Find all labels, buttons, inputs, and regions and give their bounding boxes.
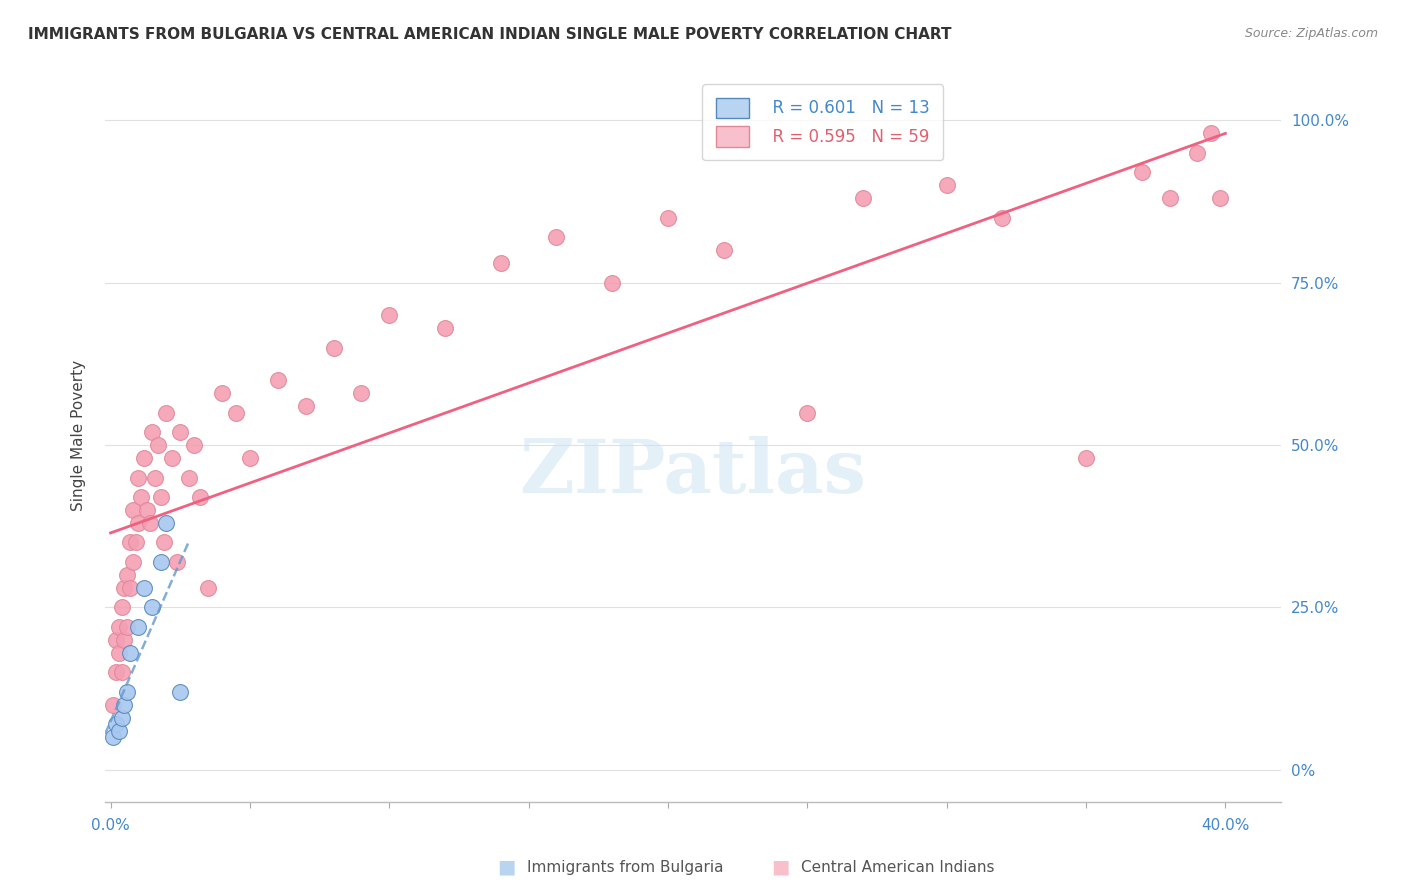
Point: [143, 470, 166, 484]
Point: [127, 516, 149, 530]
Point: [267, 373, 290, 387]
Point: [141, 425, 163, 439]
Point: [105, 665, 128, 680]
Point: [991, 211, 1014, 225]
Text: 0.0%: 0.0%: [91, 819, 129, 833]
Text: IMMIGRANTS FROM BULGARIA VS CENTRAL AMERICAN INDIAN SINGLE MALE POVERTY CORRELAT: IMMIGRANTS FROM BULGARIA VS CENTRAL AMER…: [28, 27, 952, 42]
Point: [132, 581, 155, 595]
Point: [155, 406, 177, 420]
Point: [135, 503, 157, 517]
Point: [117, 685, 139, 699]
Point: [1209, 191, 1232, 205]
Point: [120, 646, 142, 660]
Point: [141, 600, 163, 615]
Point: [114, 581, 136, 595]
Point: [434, 321, 457, 335]
Point: [105, 632, 128, 647]
Legend:   R = 0.601   N = 13,   R = 0.595   N = 59: R = 0.601 N = 13, R = 0.595 N = 59: [703, 84, 943, 160]
Point: [114, 698, 136, 712]
Point: [117, 620, 139, 634]
Point: [197, 581, 219, 595]
Point: [127, 620, 149, 634]
Point: [114, 632, 136, 647]
Point: [489, 256, 512, 270]
Point: [166, 555, 188, 569]
Text: ■: ■: [770, 857, 790, 877]
Point: [132, 451, 155, 466]
Text: ZIPatlas: ZIPatlas: [520, 435, 866, 508]
Point: [129, 490, 152, 504]
Point: [225, 406, 247, 420]
Point: [1074, 451, 1097, 466]
Text: 40.0%: 40.0%: [1201, 819, 1250, 833]
Point: [120, 535, 142, 549]
Point: [169, 425, 191, 439]
Point: [108, 620, 131, 634]
Point: [146, 438, 169, 452]
Point: [852, 191, 875, 205]
Text: Central American Indians: Central American Indians: [801, 860, 995, 874]
Point: [149, 490, 172, 504]
Point: [121, 503, 143, 517]
Point: [935, 178, 957, 193]
Point: [188, 490, 211, 504]
Point: [294, 399, 316, 413]
Point: [155, 516, 177, 530]
Point: [111, 600, 134, 615]
Point: [1201, 127, 1223, 141]
Point: [322, 341, 344, 355]
Point: [1130, 165, 1153, 179]
Point: [152, 535, 174, 549]
Point: [111, 711, 134, 725]
Y-axis label: Single Male Poverty: Single Male Poverty: [72, 359, 86, 511]
Point: [120, 581, 142, 595]
Point: [103, 731, 125, 745]
Text: ■: ■: [496, 857, 516, 877]
Point: [657, 211, 679, 225]
Point: [183, 438, 205, 452]
Point: [105, 717, 128, 731]
Point: [138, 516, 160, 530]
Point: [378, 308, 401, 322]
Point: [108, 723, 131, 738]
Point: [127, 470, 149, 484]
Point: [1187, 145, 1209, 160]
Point: [600, 276, 623, 290]
Point: [211, 386, 233, 401]
Point: [239, 451, 262, 466]
Point: [111, 665, 134, 680]
Point: [149, 555, 172, 569]
Point: [1159, 191, 1181, 205]
Point: [169, 685, 191, 699]
Point: [546, 230, 568, 244]
Point: [350, 386, 373, 401]
Point: [117, 568, 139, 582]
Text: Immigrants from Bulgaria: Immigrants from Bulgaria: [527, 860, 724, 874]
Text: Source: ZipAtlas.com: Source: ZipAtlas.com: [1244, 27, 1378, 40]
Point: [713, 244, 735, 258]
Point: [108, 646, 131, 660]
Point: [121, 555, 143, 569]
Point: [103, 698, 125, 712]
Point: [160, 451, 183, 466]
Point: [124, 535, 146, 549]
Point: [177, 470, 200, 484]
Point: [796, 406, 818, 420]
